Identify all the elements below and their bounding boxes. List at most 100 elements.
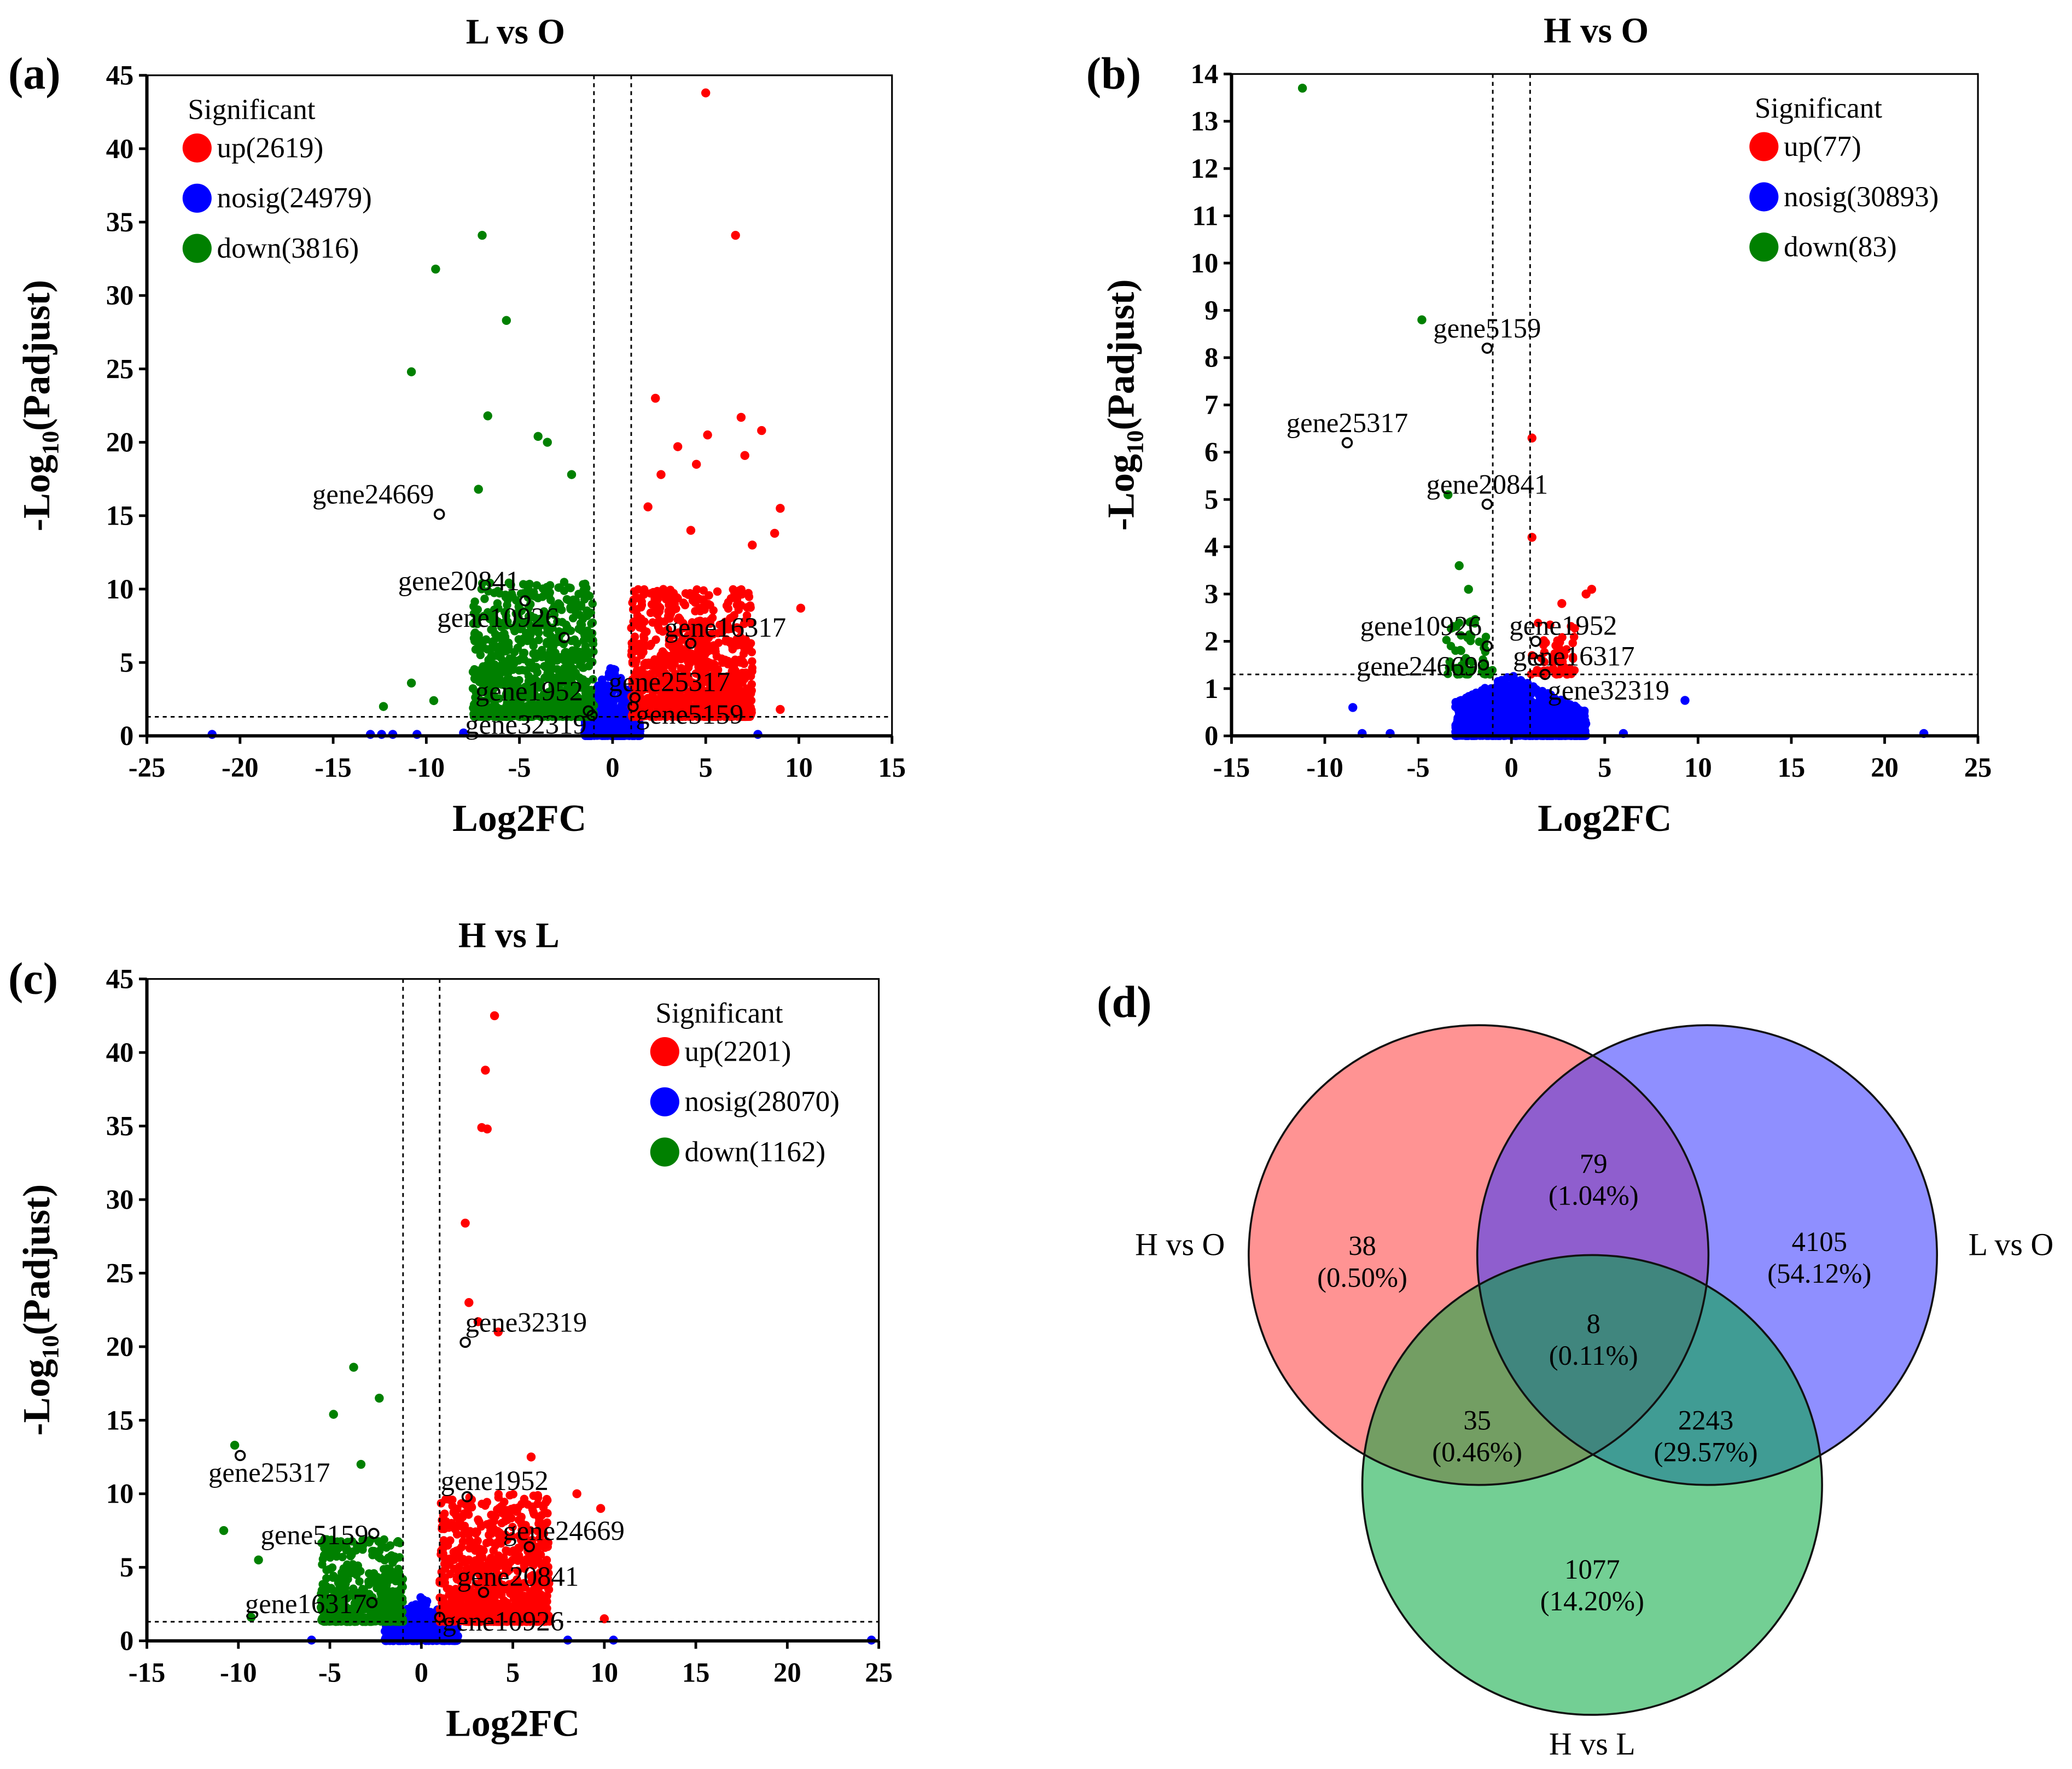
- y-tick-label: 5: [120, 647, 133, 678]
- down-point: [482, 672, 491, 681]
- down-point: [486, 645, 495, 654]
- down-point: [588, 600, 597, 608]
- up-point: [686, 526, 696, 535]
- down-point: [472, 688, 480, 697]
- down-point: [346, 1564, 354, 1573]
- up-point: [637, 614, 645, 623]
- down-point: [507, 589, 516, 598]
- nosig-point: [1460, 709, 1470, 718]
- down-point: [583, 612, 592, 620]
- legend-label: up(2619): [217, 132, 324, 164]
- down-point: [394, 1568, 403, 1577]
- nosig-point: [1457, 700, 1466, 709]
- up-point: [776, 504, 785, 513]
- nosig-point: [616, 691, 626, 701]
- down-point: [581, 688, 590, 696]
- up-point: [658, 647, 667, 656]
- down-point: [502, 316, 511, 325]
- up-point: [740, 451, 749, 460]
- points: [207, 88, 806, 741]
- x-tick-label: 15: [1778, 752, 1806, 783]
- gene-annotation: gene32319: [465, 709, 598, 740]
- up-point: [1527, 533, 1536, 542]
- up-point: [648, 657, 657, 667]
- x-tick-label: 0: [606, 752, 619, 783]
- chart-title: H vs L: [458, 916, 560, 956]
- down-point: [483, 411, 492, 421]
- down-point: [472, 709, 480, 718]
- nosig-point: [414, 1603, 422, 1612]
- down-point: [541, 695, 550, 703]
- y-tick-label: 14: [1191, 59, 1219, 89]
- x-tick-label: 25: [1964, 752, 1992, 783]
- nosig-point: [1557, 725, 1566, 734]
- up-point: [654, 622, 663, 631]
- up-point: [776, 705, 785, 714]
- nosig-point: [1519, 682, 1528, 691]
- gene-annotation: gene16317: [665, 612, 786, 649]
- legend-label: up(77): [1784, 131, 1861, 162]
- gene-label: gene25317: [608, 666, 730, 697]
- x-axis-label: Log2FC: [452, 798, 586, 840]
- gene-label: gene24669: [312, 479, 434, 510]
- x-tick-label: 15: [878, 752, 906, 783]
- up-point: [701, 88, 711, 98]
- down-point: [579, 696, 588, 705]
- up-point: [684, 657, 692, 666]
- down-point: [577, 602, 586, 611]
- down-point: [509, 624, 518, 632]
- down-point: [543, 612, 551, 621]
- y-tick-label: 15: [106, 501, 134, 531]
- nosig-point: [418, 1630, 427, 1638]
- gene-annotation: gene25317: [608, 666, 730, 703]
- gene-label: gene20841: [1427, 469, 1548, 499]
- up-point: [679, 598, 688, 607]
- y-tick-label: 35: [106, 207, 134, 237]
- gene-label: gene32319: [1547, 675, 1669, 706]
- x-tick-label: -15: [315, 752, 352, 783]
- gene-label: gene32319: [465, 709, 586, 740]
- y-tick-label: 11: [1192, 200, 1218, 231]
- down-point: [353, 1561, 363, 1570]
- up-point: [643, 502, 653, 511]
- nosig-point: [1564, 715, 1573, 724]
- down-point: [501, 590, 510, 600]
- down-point: [568, 614, 578, 622]
- up-legend-swatch: [1749, 132, 1779, 161]
- y-axis-label: -Log10(Padjust): [1101, 279, 1149, 531]
- nosig-point: [1468, 721, 1476, 731]
- nosig-point: [610, 665, 620, 674]
- down-point: [490, 605, 499, 614]
- down-point: [470, 629, 479, 638]
- up-point: [637, 601, 647, 609]
- down-point: [318, 1555, 328, 1563]
- nosig-point: [1511, 719, 1521, 728]
- down-point: [1481, 632, 1491, 642]
- down-point: [579, 636, 588, 645]
- up-point: [796, 603, 806, 613]
- chart-title: L vs O: [466, 13, 565, 52]
- volcano-plot-1: (a)L vs O-25 -20 -15 -10 -5 0 5 10 1505101520253…: [8, 13, 906, 840]
- down-point: [377, 1579, 386, 1588]
- up-point: [651, 635, 660, 644]
- down-point: [567, 470, 577, 479]
- up-point: [646, 589, 655, 598]
- nosig-point: [1507, 707, 1516, 715]
- x-tick-label: 10: [785, 752, 813, 783]
- legend-label: down(83): [1784, 231, 1897, 263]
- down-point: [393, 1537, 403, 1546]
- down-point: [1454, 561, 1464, 571]
- down-point: [502, 612, 511, 620]
- down-point: [582, 584, 591, 592]
- down-point: [384, 1553, 393, 1562]
- up-point: [691, 598, 700, 607]
- down-point: [566, 665, 575, 674]
- down-point: [532, 707, 541, 715]
- y-tick-label: 40: [106, 133, 134, 164]
- down-point: [487, 691, 496, 701]
- nosig-point: [417, 1611, 426, 1620]
- down-point: [580, 679, 590, 688]
- down-point: [431, 264, 440, 274]
- nosig-point: [1484, 706, 1493, 715]
- down-point: [557, 686, 566, 695]
